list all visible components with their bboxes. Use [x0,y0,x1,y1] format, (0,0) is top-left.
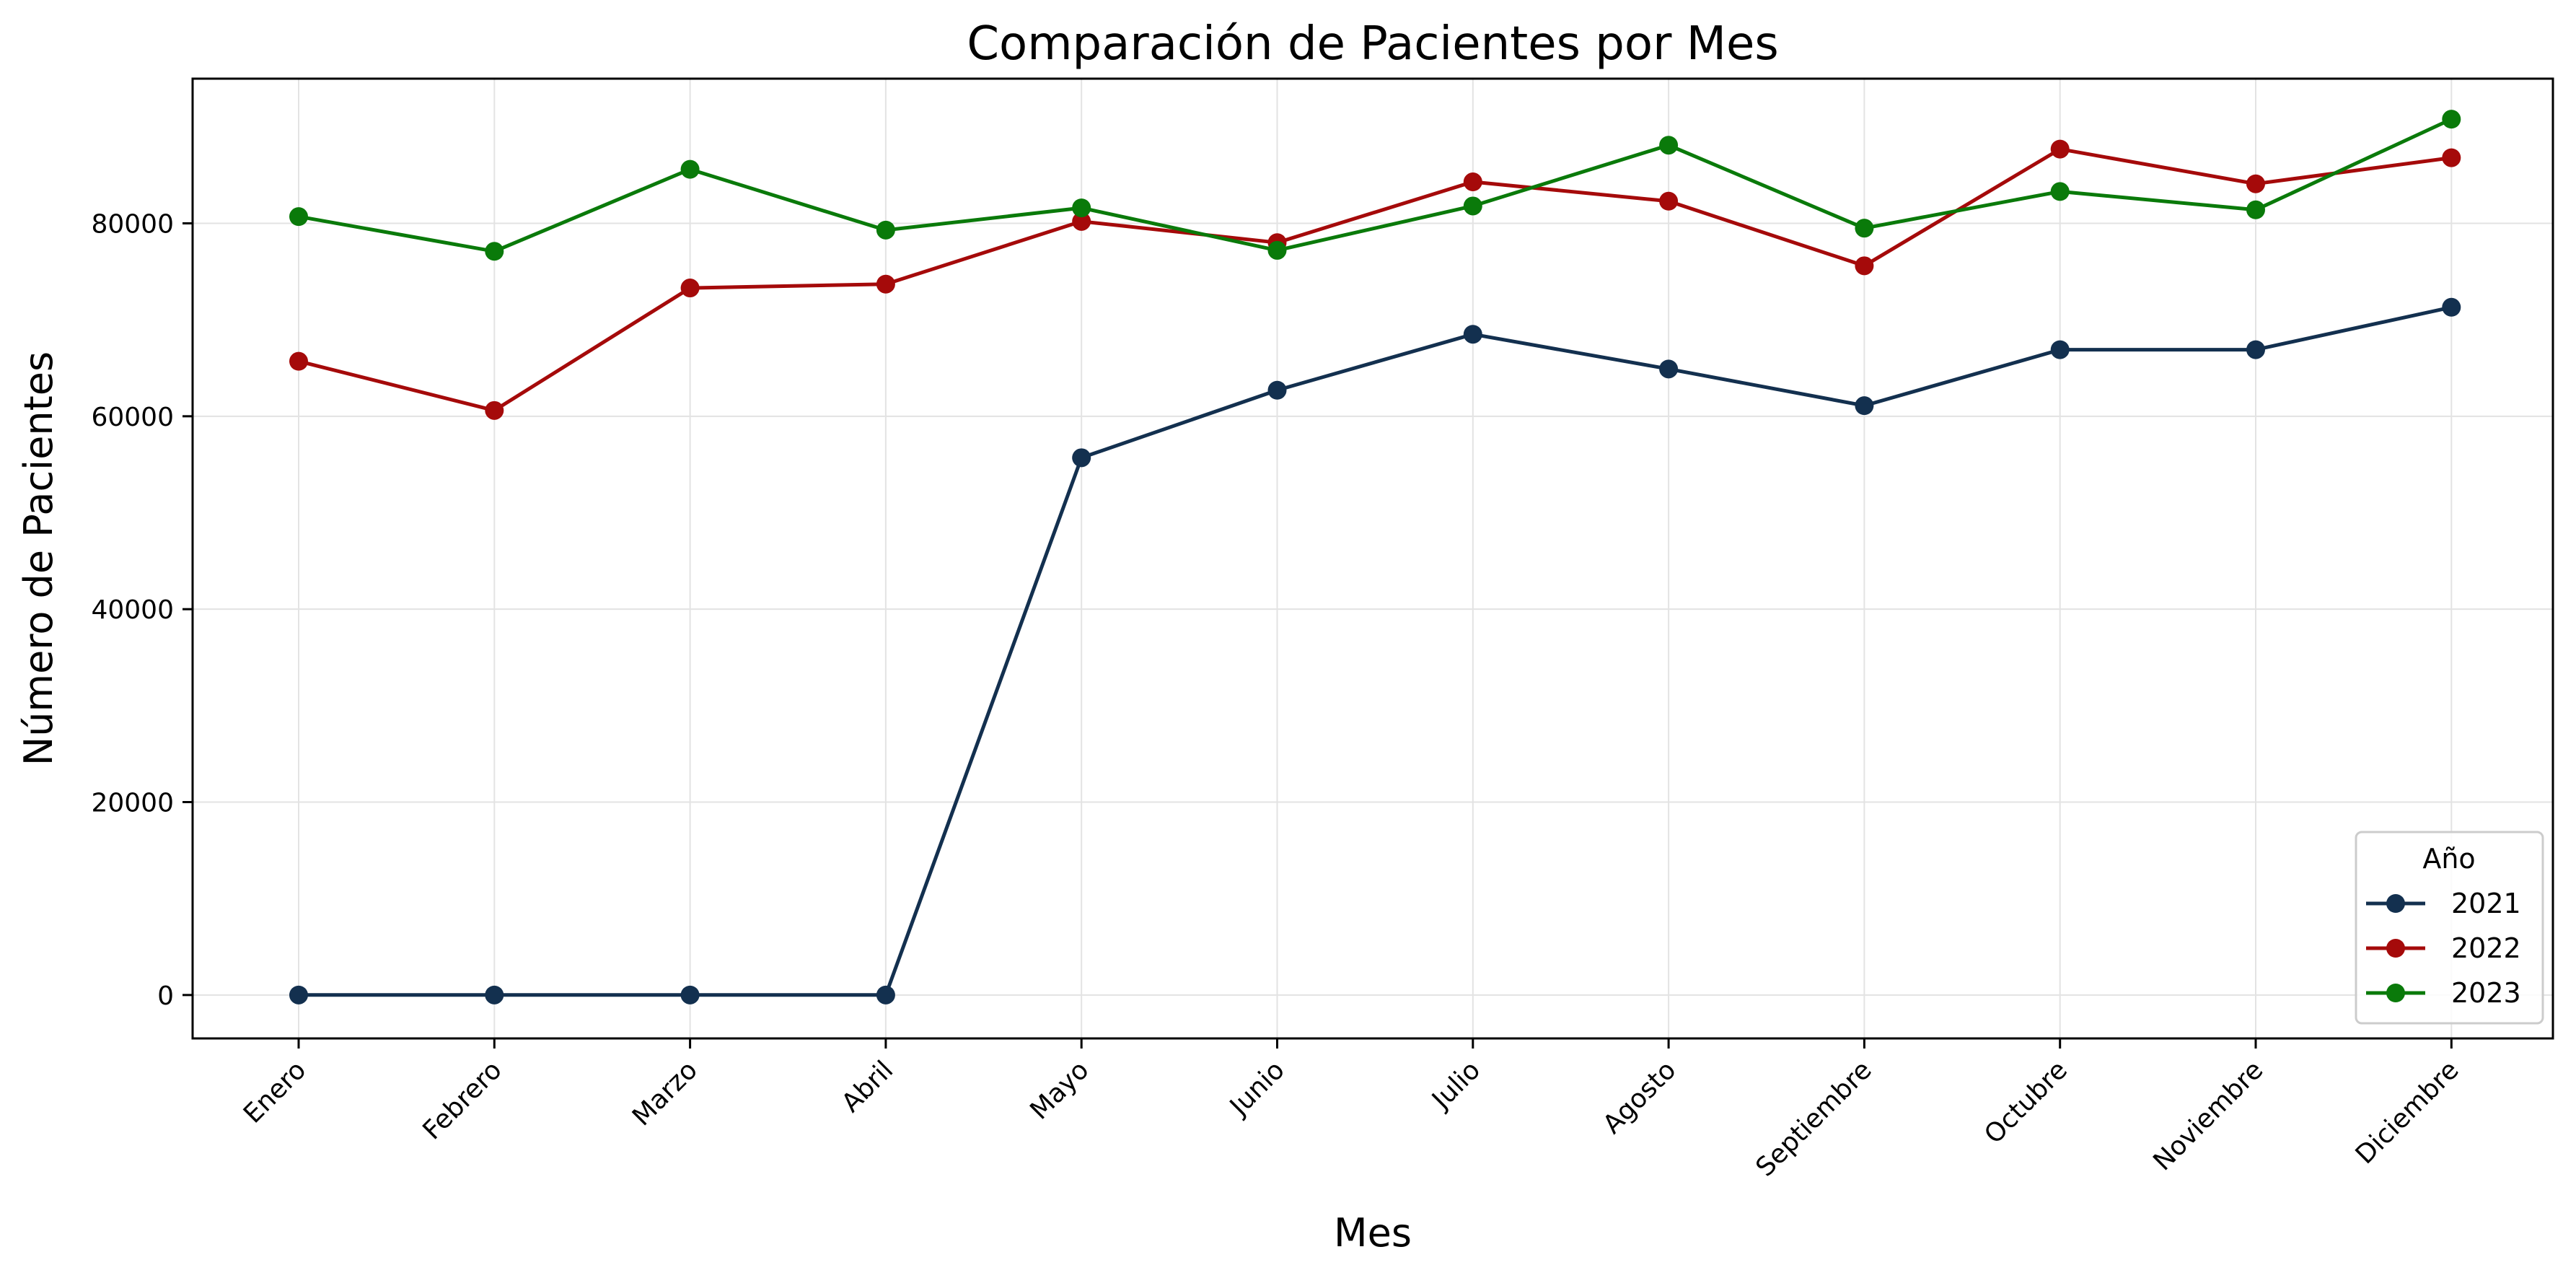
series-line-2022 [298,147,2452,413]
data-point-2021 [1855,396,1874,416]
legend-label-2022: 2022 [2451,932,2521,964]
data-point-2022 [1659,191,1679,211]
legend-title: Año [2422,843,2475,875]
x-tick-label: Marzo [627,1055,703,1132]
series-layer [289,110,2461,1005]
data-point-2023 [680,159,700,179]
y-tick-label: 80000 [91,210,174,240]
grid-layer [193,79,2553,1038]
data-point-2022 [876,274,895,294]
legend-label-2021: 2021 [2451,888,2521,919]
x-axis-title: Mes [1334,1210,1412,1256]
axis-layer: Enero Febrero Marzo Abril Mayo Junio Julio Agos… [91,210,2464,1183]
data-point-2023 [485,242,504,261]
y-tick-label: 20000 [91,789,174,818]
x-tick-label: Abril [836,1055,899,1118]
chart-title: Comparación de Pacientes por Mes [967,17,1778,71]
data-point-2023 [2050,182,2070,201]
data-point-2022 [1072,211,1091,231]
legend-label-2023: 2023 [2451,977,2521,1009]
x-tick-label: Mayo [1024,1055,1094,1125]
y-axis-title: Número de Pacientes [16,351,61,766]
data-point-2023 [1072,198,1091,218]
data-point-2023 [876,220,895,240]
data-point-2021 [1463,325,1482,344]
data-point-2022 [1855,256,1874,276]
data-point-2023 [1659,136,1679,155]
data-point-2021 [2442,297,2461,317]
data-point-2021 [1267,380,1287,400]
data-point-2022 [2050,139,2070,159]
data-point-2023 [1267,240,1287,260]
legend-box [2355,831,2544,1025]
x-tick-label: Octubre [1979,1055,2073,1150]
data-point-2023 [1463,196,1482,216]
series-line-2023 [298,117,2453,253]
data-point-2021 [1659,359,1679,379]
data-point-2022 [2442,148,2461,167]
y-tick-label: 60000 [91,403,174,432]
x-tick-label: Julio [1425,1055,1486,1116]
legend: Año 2021 2022 2023 [2355,831,2544,1025]
data-point-2023 [2246,200,2265,219]
data-point-2021 [1072,448,1091,468]
plot-frame [191,77,2554,1040]
data-point-2021 [2050,340,2070,359]
legend-marker-2022 [2386,939,2405,958]
x-tick-label: Junio [1223,1055,1291,1122]
legend-marker-2021 [2386,894,2405,913]
y-tick-label: 0 [157,981,174,1011]
data-point-2021 [289,985,308,1005]
data-point-2022 [1463,172,1482,192]
data-point-2021 [485,985,504,1005]
series-line-2021 [299,305,2452,997]
x-tick-label: Noviembre [2148,1055,2269,1176]
data-point-2023 [1855,219,1874,238]
legend-marker-2023 [2386,984,2405,1002]
data-point-2021 [2246,340,2265,359]
x-tick-label: Febrero [418,1055,508,1145]
x-tick-label: Diciembre [2350,1055,2465,1170]
x-tick-label: Agosto [1598,1055,1682,1139]
data-point-2022 [2246,174,2265,193]
x-tick-label: Septiembre [1751,1055,1878,1182]
data-point-2021 [680,985,700,1005]
data-point-2021 [876,985,895,1005]
data-point-2023 [289,207,308,227]
x-tick-label: Enero [238,1055,312,1129]
legend-items: 2021 2022 2023 [2366,888,2521,1009]
y-tick-label: 40000 [91,595,174,625]
data-point-2022 [485,401,504,420]
data-point-2022 [289,351,308,371]
data-point-2023 [2442,110,2461,129]
data-point-2022 [680,279,700,298]
